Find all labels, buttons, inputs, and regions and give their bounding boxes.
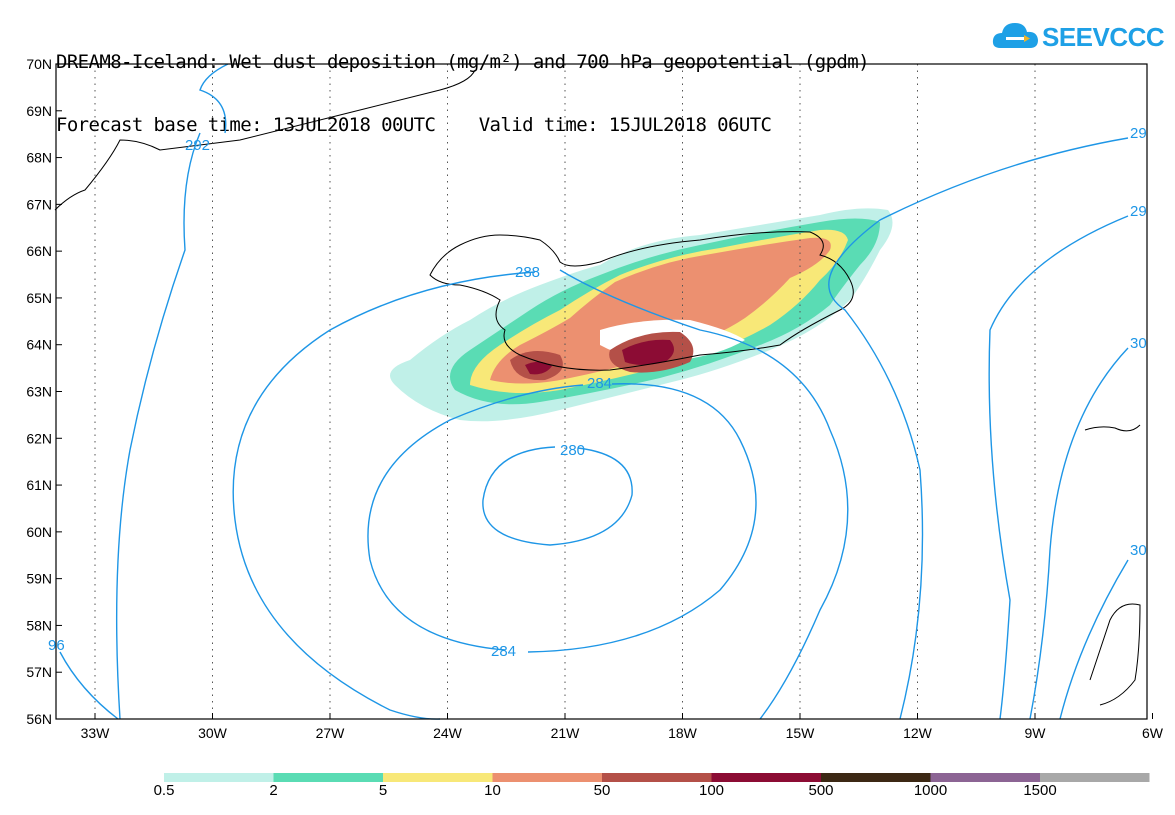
geopotential-contour — [988, 215, 1129, 720]
title-line-2: Forecast base time: 13JUL2018 00UTC Vali… — [56, 114, 772, 136]
lon-label: 9W — [1025, 725, 1047, 741]
geopotential-contour — [367, 383, 757, 653]
lat-label: 56N — [26, 711, 52, 727]
lat-label: 70N — [26, 56, 52, 72]
contour-label-296-west: 96 — [48, 637, 65, 654]
color-legend — [164, 773, 1150, 782]
lat-label: 66N — [26, 243, 52, 259]
lat-label: 59N — [26, 571, 52, 587]
contour-label-292: 292 — [185, 137, 210, 154]
lon-label: 33W — [81, 725, 111, 741]
contour-label-288: 288 — [515, 264, 540, 281]
legend-label: 10 — [484, 782, 501, 799]
lat-label: 57N — [26, 664, 52, 680]
legend-label: 0.5 — [153, 782, 175, 799]
title-line-1: DREAM8-Iceland: Wet dust deposition (mg/… — [56, 51, 870, 73]
lon-label: 30W — [198, 725, 228, 741]
lon-label: 21W — [551, 725, 581, 741]
map-frame — [55, 63, 1148, 720]
lat-label: 61N — [26, 477, 52, 493]
lon-label: 24W — [433, 725, 463, 741]
contour-label-284-north: 284 — [587, 375, 612, 392]
lat-label: 64N — [26, 337, 52, 353]
geopotential-contour — [59, 137, 1129, 720]
legend-swatch — [273, 773, 383, 782]
lat-label: 60N — [26, 524, 52, 540]
lon-label: 27W — [316, 725, 346, 741]
legend-swatch — [1040, 773, 1150, 782]
longitude-labels: 33W 30W 27W 24W 21W 18W 15W 12W 9W 6W — [81, 725, 1164, 741]
dust-deposition-shading — [390, 208, 893, 422]
geopotential-contour — [1029, 347, 1129, 720]
contour-label-296-ne1: 29 — [1130, 125, 1147, 142]
coastlines — [54, 69, 1141, 706]
legend-label: 100 — [698, 782, 725, 799]
legend-label: 2 — [269, 782, 278, 799]
lat-label: 68N — [26, 150, 52, 166]
legend-swatch — [164, 773, 274, 782]
map-title: DREAM8-Iceland: Wet dust deposition (mg/… — [56, 10, 870, 157]
legend-swatch — [383, 773, 493, 782]
lat-label: 65N — [26, 290, 52, 306]
legend-label: 1000 — [913, 782, 948, 799]
cloud-icon — [992, 23, 1038, 48]
legend-swatch — [930, 773, 1040, 782]
legend-swatch — [492, 773, 602, 782]
contour-label-300-se: 30 — [1130, 542, 1147, 559]
logo-text: SEEVCCC — [1042, 22, 1165, 52]
lat-label: 67N — [26, 196, 52, 212]
legend-label: 1500 — [1023, 782, 1057, 799]
geopotential-contours — [59, 63, 1129, 720]
lon-label: 18W — [668, 725, 698, 741]
geopotential-contour — [115, 63, 229, 720]
contour-label-280: 280 — [560, 442, 585, 459]
latitude-labels: 70N 69N 68N 67N 66N 65N 64N 63N 62N 61N 60N 59N 58N 5… — [26, 56, 52, 727]
lat-label: 58N — [26, 617, 52, 633]
legend-label: 50 — [593, 782, 611, 799]
legend-label: 5 — [378, 782, 388, 799]
legend-label: 500 — [808, 782, 834, 799]
lat-label: 62N — [26, 430, 52, 446]
legend-swatch — [821, 773, 931, 782]
geopotential-contour — [232, 269, 849, 720]
lon-label: 12W — [903, 725, 933, 741]
contour-label-300-east: 30 — [1130, 335, 1147, 352]
seevccc-logo: SEEVCCC — [990, 18, 1165, 58]
legend-swatch — [711, 773, 821, 782]
lat-label: 69N — [26, 103, 52, 119]
contour-label-284-south: 284 — [491, 643, 516, 660]
lon-label: 15W — [786, 725, 816, 741]
legend-swatch — [602, 773, 712, 782]
geopotential-contour — [482, 446, 633, 546]
geopotential-contour — [1059, 559, 1129, 720]
contour-label-296-ne2: 29 — [1130, 203, 1147, 220]
lat-label: 63N — [26, 384, 52, 400]
lon-label: 6W — [1142, 725, 1164, 741]
